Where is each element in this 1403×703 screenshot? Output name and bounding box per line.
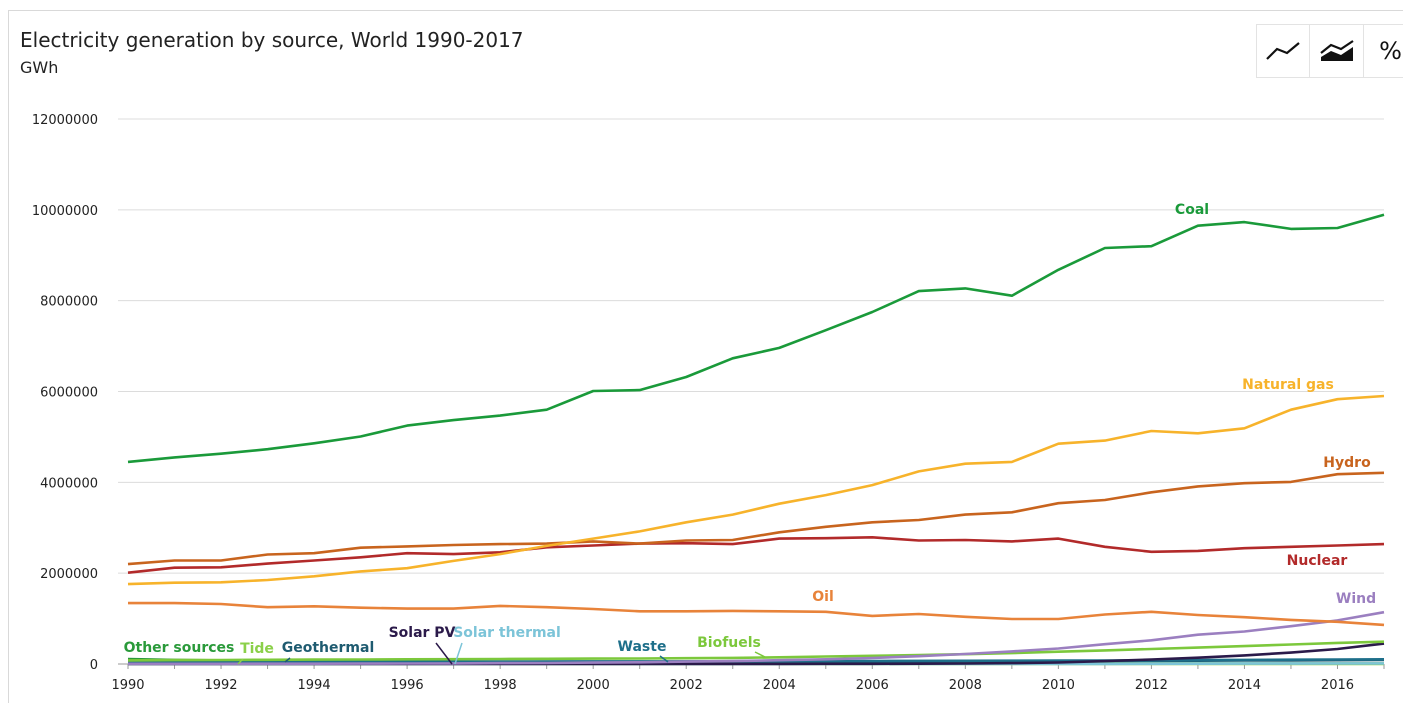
chart-frame [8, 10, 1403, 703]
series-label-solar-pv: Solar PV [389, 625, 456, 641]
series-label-wind: Wind [1336, 591, 1376, 607]
series-label-natural-gas: Natural gas [1242, 377, 1334, 393]
chart-title: Electricity generation by source, World … [20, 28, 524, 52]
x-tick-label: 2010 [1042, 678, 1075, 693]
series-line-natural-gas [127, 394, 1385, 586]
line-chart-icon [1266, 42, 1300, 60]
series-label-biofuels: Biofuels [697, 635, 761, 651]
series-label-geothermal: Geothermal [282, 640, 375, 656]
stacked-area-button[interactable] [1310, 24, 1364, 78]
series-label-coal: Coal [1175, 202, 1209, 218]
series-label-other-sources: Other sources [124, 640, 235, 656]
x-tick-label: 1990 [111, 678, 144, 693]
label-leader [659, 655, 669, 663]
series-line-wind [128, 610, 1385, 666]
percent-button[interactable]: % [1364, 24, 1403, 78]
series-line-oil [128, 601, 1385, 627]
y-tick-label: 10000000 [32, 204, 98, 219]
y-tick-label: 2000000 [40, 567, 98, 582]
line-chart-button[interactable] [1256, 24, 1310, 78]
series-label-waste: Waste [618, 639, 667, 655]
x-tick-label: 2012 [1135, 678, 1168, 693]
y-tick-label: 0 [90, 658, 98, 673]
x-tick-label: 1992 [204, 678, 237, 693]
stacked-area-icon [1319, 40, 1354, 61]
x-tick-label: 2014 [1228, 678, 1261, 693]
label-leader [237, 658, 244, 665]
chart-toolbar: % [1256, 24, 1403, 78]
label-leader [284, 657, 291, 663]
series-label-hydro: Hydro [1323, 455, 1371, 471]
chart-unit: GWh [20, 58, 59, 77]
label-leader [435, 642, 453, 665]
x-tick-label: 2002 [670, 678, 703, 693]
y-tick-label: 8000000 [40, 295, 98, 310]
x-tick-label: 2008 [949, 678, 982, 693]
x-tick-label: 1998 [484, 678, 517, 693]
series-line-hydro [127, 471, 1385, 566]
x-tick-label: 2016 [1321, 678, 1354, 693]
x-tick-label: 2000 [577, 678, 610, 693]
x-tick-label: 2004 [763, 678, 796, 693]
series-label-solar-thermal: Solar thermal [453, 625, 561, 641]
y-tick-label: 4000000 [40, 476, 98, 491]
series-line-biofuels [127, 640, 1385, 662]
label-leader [454, 642, 463, 665]
x-tick-label: 1996 [391, 678, 424, 693]
y-tick-label: 6000000 [40, 386, 98, 401]
y-tick-label: 12000000 [32, 113, 98, 128]
series-line-nuclear [127, 535, 1385, 574]
x-tick-label: 1994 [298, 678, 331, 693]
series-label-oil: Oil [812, 589, 834, 605]
series-label-tide: Tide [240, 641, 274, 657]
percent-label: % [1379, 37, 1402, 65]
series-line-coal [127, 213, 1385, 464]
label-leader [754, 651, 766, 658]
x-tick-label: 2006 [856, 678, 889, 693]
series-label-nuclear: Nuclear [1287, 553, 1348, 569]
